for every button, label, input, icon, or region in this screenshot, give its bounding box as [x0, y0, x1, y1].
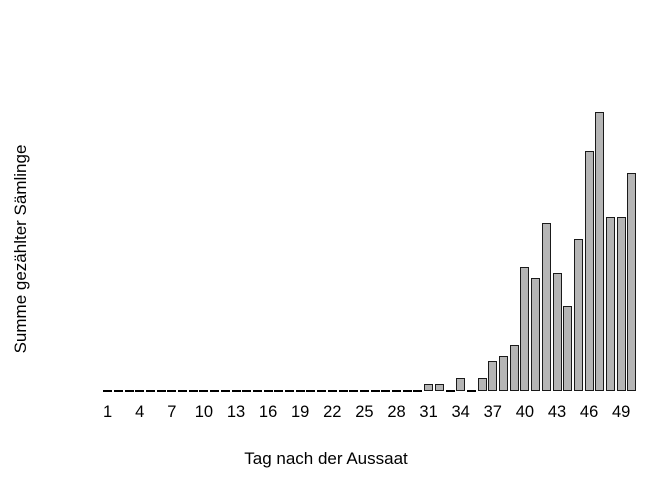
zero-bar-dash	[124, 390, 134, 392]
bar	[520, 267, 530, 391]
zero-bar-dash	[295, 390, 305, 392]
x-tick-label: 40	[515, 403, 535, 421]
x-tick-label: 10	[194, 403, 214, 421]
zero-bar-dash	[178, 390, 187, 392]
zero-bar-dash	[306, 390, 316, 392]
bar	[573, 239, 583, 391]
zero-bar-dash	[381, 390, 391, 392]
x-tick-label: 1	[103, 403, 113, 421]
zero-bar-dash	[274, 390, 284, 392]
bar	[616, 217, 626, 391]
bar	[531, 278, 541, 391]
zero-bar-dash	[466, 390, 476, 392]
zero-bar-dash	[231, 390, 241, 392]
zero-bar-dash	[445, 390, 455, 392]
x-tick-label: 25	[355, 403, 374, 421]
zero-bar-dash	[285, 390, 294, 392]
zero-bar-dash	[317, 390, 327, 392]
x-tick-label: 19	[291, 403, 310, 421]
zero-bar-dash	[327, 390, 337, 392]
bar	[434, 383, 444, 391]
zero-bar-dash	[145, 390, 155, 392]
zero-bar-dash	[242, 390, 252, 392]
x-tick-label: 7	[167, 403, 177, 421]
zero-bar-dash	[103, 390, 113, 392]
bar	[606, 217, 615, 391]
x-tick-label: 43	[547, 403, 567, 421]
zero-bar-dash	[135, 390, 145, 392]
x-tick-label: 16	[258, 403, 278, 421]
zero-bar-dash	[113, 390, 123, 392]
zero-bar-dash	[167, 390, 177, 392]
zero-bar-dash	[252, 390, 262, 392]
bar	[584, 150, 594, 391]
zero-bar-dash	[338, 390, 348, 392]
zero-bar-dash	[370, 390, 380, 392]
bar	[456, 377, 466, 391]
y-axis-title: Summe gezählter Sämlinge	[11, 144, 30, 354]
bar	[488, 361, 498, 391]
x-tick-label: 4	[135, 403, 145, 421]
zero-bar-dash	[188, 390, 198, 392]
x-tick-label: 46	[579, 403, 599, 421]
bar	[627, 172, 637, 391]
bar	[595, 112, 605, 391]
zero-bar-dash	[210, 390, 220, 392]
zero-bar-dash	[263, 390, 273, 392]
zero-bar-dash	[220, 390, 230, 392]
bar	[563, 305, 573, 391]
zero-bar-dash	[199, 390, 209, 392]
x-tick-label: 31	[419, 403, 438, 421]
zero-bar-dash	[413, 390, 423, 392]
x-tick-label: 22	[323, 403, 342, 421]
x-tick-label: 49	[612, 403, 631, 421]
zero-bar-dash	[359, 390, 369, 392]
bar	[541, 222, 551, 391]
bar	[552, 272, 562, 391]
x-tick-label: 13	[226, 403, 246, 421]
x-tick-label: 28	[387, 403, 406, 421]
bar	[477, 377, 487, 391]
bar	[499, 355, 508, 391]
zero-bar-dash	[392, 390, 401, 392]
x-tick-label: 37	[483, 403, 502, 421]
zero-bar-dash	[402, 390, 412, 392]
zero-bar-dash	[156, 390, 166, 392]
bar	[509, 344, 519, 391]
zero-bar-dash	[349, 390, 359, 392]
x-axis-title: Tag nach der Aussaat	[244, 449, 408, 468]
x-tick-label: 34	[451, 403, 470, 421]
bar	[424, 383, 434, 391]
